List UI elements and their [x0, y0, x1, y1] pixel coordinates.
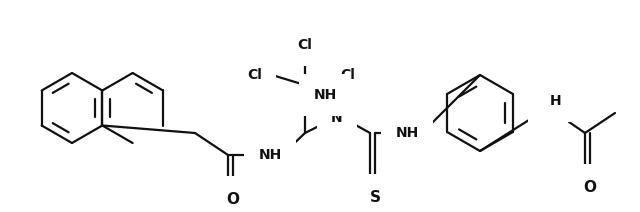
Text: NH: NH	[396, 126, 419, 140]
Text: O: O	[227, 191, 239, 206]
Text: Cl: Cl	[248, 68, 262, 82]
Text: N: N	[542, 106, 554, 120]
Text: Cl: Cl	[298, 38, 312, 52]
Text: NH: NH	[259, 148, 282, 162]
Text: O: O	[584, 180, 596, 194]
Text: Cl: Cl	[340, 68, 355, 82]
Text: NH: NH	[314, 88, 337, 102]
Text: H: H	[404, 126, 416, 140]
Text: H: H	[550, 94, 562, 108]
Text: S: S	[369, 190, 381, 205]
Text: N: N	[331, 111, 343, 125]
Text: N: N	[396, 126, 408, 140]
